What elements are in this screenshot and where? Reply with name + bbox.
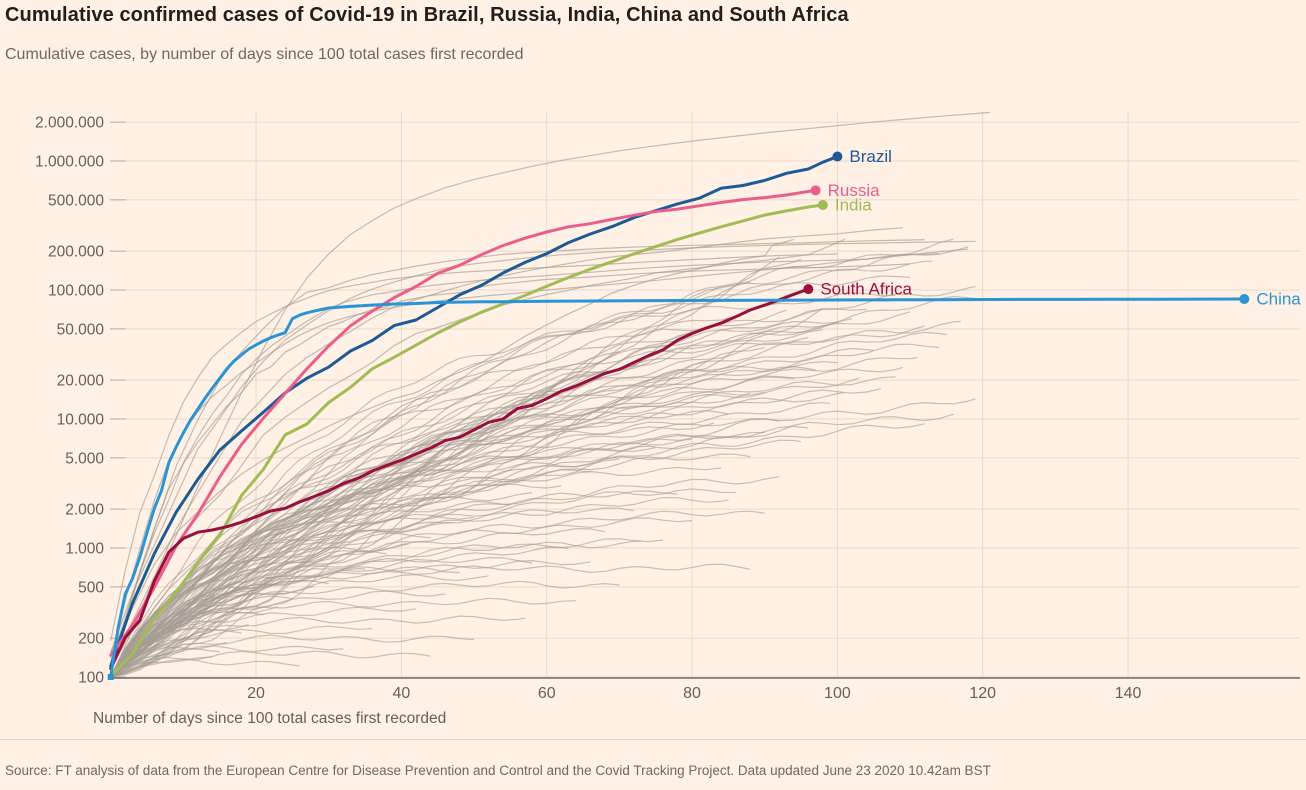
series-endpoint-brazil <box>832 151 843 162</box>
series-label-south-africa: South Africa <box>820 280 912 299</box>
x-tick-label: 120 <box>969 685 996 702</box>
bg-series-line <box>110 321 838 678</box>
bg-series-line <box>110 650 431 678</box>
bg-series-line <box>110 557 533 678</box>
page-title: Cumulative confirmed cases of Covid-19 i… <box>5 4 849 26</box>
grid-lines: 2.000.000 1.000.000 500.000 200.000 100.000 5… <box>35 112 1300 702</box>
bg-series-line <box>110 366 816 678</box>
y-tick-label: 1.000 <box>65 541 104 558</box>
bg-series-line <box>110 615 525 678</box>
series-line-brazil <box>109 155 839 668</box>
bg-series-line <box>110 645 344 678</box>
bg-series-line <box>110 418 780 678</box>
y-tick-label: 5.000 <box>65 450 104 467</box>
bg-series-line <box>110 483 562 678</box>
bg-series-line <box>110 469 591 678</box>
bg-series-line <box>110 648 220 678</box>
bg-series-line <box>110 423 925 678</box>
x-tick-label: 40 <box>392 685 410 702</box>
series-start-marker-china <box>107 674 114 680</box>
bg-series-line <box>110 398 976 678</box>
series-label-india: India <box>835 195 872 214</box>
bg-series-line <box>110 253 838 641</box>
bg-series-line <box>110 391 765 678</box>
bg-series-line <box>110 466 722 678</box>
chart-subtitle: Cumulative cases, by number of days sinc… <box>5 46 524 63</box>
bg-series-line <box>110 658 300 678</box>
bg-series-line <box>110 458 620 678</box>
y-tick-label: 100 <box>78 670 104 687</box>
bg-series-line <box>110 634 475 678</box>
bg-series-line <box>110 317 729 678</box>
y-tick-label: 2.000 <box>65 502 104 519</box>
x-tick-label: 140 <box>1115 685 1142 702</box>
bg-series-line <box>110 366 903 678</box>
bg-series-line <box>110 563 751 678</box>
bg-series-line <box>110 377 860 678</box>
bg-series-line <box>110 238 794 653</box>
x-axis-title: Number of days since 100 total cases fir… <box>93 710 446 727</box>
bg-series-line <box>110 625 373 678</box>
bg-series-line <box>110 309 787 678</box>
bg-series-line <box>110 566 460 678</box>
bg-series-line <box>110 329 823 678</box>
y-tick-label: 200.000 <box>48 244 104 261</box>
bg-series-line <box>110 629 242 678</box>
bg-series-line <box>110 260 932 678</box>
x-tick-label: 80 <box>683 685 701 702</box>
bg-series-line <box>110 540 642 678</box>
bg-series-line <box>110 500 511 678</box>
y-tick-label: 200 <box>78 631 104 648</box>
series-label-russia: Russia <box>828 181 881 200</box>
footer-divider <box>0 739 1306 740</box>
y-tick-label: 10.000 <box>57 412 105 429</box>
bg-series-line <box>110 336 809 678</box>
bg-series-line <box>110 388 882 678</box>
bg-series-line <box>110 275 911 678</box>
y-tick-label: 500 <box>78 579 104 596</box>
series-line-india <box>109 203 825 678</box>
source-text: Source: FT analysis of data from the Eur… <box>5 763 991 778</box>
series-endpoint-china <box>1239 294 1250 305</box>
y-tick-label: 20.000 <box>57 373 105 390</box>
bg-series-line <box>110 263 911 663</box>
bg-series-line <box>110 410 729 678</box>
series-line-russia <box>109 188 818 657</box>
bg-series-line <box>110 298 802 678</box>
series-endpoint-south-africa <box>803 284 814 295</box>
bg-series-line <box>110 308 867 678</box>
y-tick-label: 50.000 <box>57 321 105 338</box>
x-tick-label: 100 <box>824 685 851 702</box>
bg-series-line <box>110 606 416 678</box>
y-tick-label: 500.000 <box>48 192 104 209</box>
x-tick-label: 60 <box>538 685 556 702</box>
y-tick-label: 2.000.000 <box>35 115 104 132</box>
series-endpoint-russia <box>810 185 821 196</box>
bg-series-line <box>110 331 947 678</box>
series-label-china: China <box>1256 290 1301 309</box>
bg-series-line <box>110 253 940 663</box>
bg-series-line <box>110 590 446 678</box>
series-label-brazil: Brazil <box>849 147 892 166</box>
series-endpoint-india <box>817 199 828 210</box>
bg-series-line <box>110 560 591 678</box>
series-line-south-africa <box>109 287 810 671</box>
y-tick-label: 100.000 <box>48 283 104 300</box>
bg-series-line <box>110 597 576 678</box>
bg-series-line <box>110 510 765 678</box>
series-line-china <box>109 297 1246 679</box>
bg-series-line <box>110 447 656 678</box>
bg-series-line <box>110 425 809 678</box>
x-tick-label: 20 <box>247 685 265 702</box>
bg-series-line <box>110 351 620 678</box>
bg-series-line <box>110 488 736 678</box>
y-tick-label: 1.000.000 <box>35 154 104 171</box>
bg-series-line <box>110 111 991 678</box>
